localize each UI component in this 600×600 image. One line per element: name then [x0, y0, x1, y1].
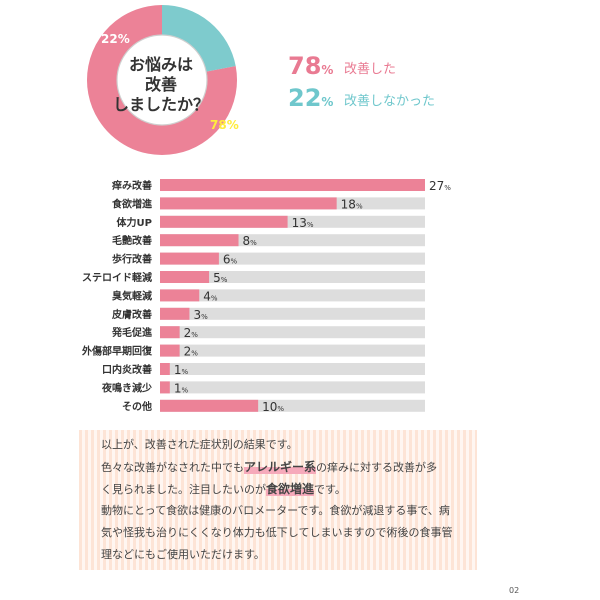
bar-track: [160, 381, 425, 394]
bar-category-label: その他: [122, 400, 152, 413]
bar-category-label: 痒み改善: [112, 179, 152, 192]
bar-track: [160, 307, 425, 320]
bar-category-label: 口内炎改善: [102, 363, 152, 376]
bar-category-label: 臭気軽減: [112, 289, 152, 302]
bar-track: [160, 326, 425, 339]
donut-svg: [87, 5, 237, 155]
bar: [160, 307, 190, 320]
bar: [160, 344, 180, 357]
legend-not-improved-unit: %: [321, 95, 334, 109]
bar-category-label: ステロイド軽減: [82, 271, 152, 284]
bar-category-label: 歩行改善: [112, 253, 152, 266]
note-line-6: 理などにもご使用いただけます。: [101, 548, 265, 561]
bar-category-label: 体力UP: [117, 216, 152, 229]
bar-category-label: 毛艶改善: [112, 234, 152, 247]
bar: [160, 252, 219, 265]
note-line-5: 気や怪我も治りにくくなり体力も低下してしまいますので術後の食事管: [101, 526, 453, 539]
bar-chart: 痒み改善 27%食欲増進 18%体力UP 13%毛艶改善 8%歩行改善 6%ステロイド軽減…: [81, 179, 451, 414]
donut-slice-1: [87, 5, 237, 155]
bar: [160, 234, 239, 247]
note-line-2: 色々な改善がなされた中でもアレルギー系の痒みに対する改善が多: [101, 460, 438, 474]
bar: [160, 363, 170, 375]
donut-title: お悩みは 改善 しましたか？: [112, 55, 209, 114]
bar-track: [160, 289, 425, 302]
bar: [160, 179, 425, 191]
legend-not-improved-label: 改善しなかった: [344, 94, 436, 109]
legend-improved-value: 78: [288, 52, 322, 80]
donut-center: [116, 34, 208, 126]
note-line-4: 動物にとって食欲は健康のバロメーターです。食欲が減退する事で、病: [101, 504, 450, 517]
highlight-appetite: 食欲増進: [266, 482, 315, 496]
legend-not-improved-value: 22: [288, 84, 322, 112]
bar: [160, 381, 170, 394]
bar-track: [160, 252, 425, 265]
legend-not-improved: 22% 改善しなかった: [288, 84, 488, 112]
donut-label-improved: 78%: [210, 118, 239, 132]
page-number: 02: [509, 586, 520, 595]
bar-track: [160, 363, 425, 375]
legend-improved: 78% 改善した: [288, 52, 488, 80]
donut-label-not-improved: 22%: [101, 32, 130, 46]
bar: [160, 326, 180, 339]
note-line-3: く見られました。注目したいのが食欲増進です。: [101, 482, 346, 496]
bar: [160, 215, 288, 228]
bar: [160, 399, 259, 412]
bar-track: [160, 271, 425, 283]
bar-category-label: 外傷部早期回復: [81, 345, 153, 358]
bar-category-label: 食欲増進: [111, 197, 153, 210]
bar-category-label: 夜鳴き減少: [101, 381, 152, 394]
legend-improved-unit: %: [321, 63, 334, 77]
bar-category-label: 発毛促進: [111, 326, 153, 339]
bar-value-label: 27%: [429, 179, 451, 193]
bar: [160, 271, 210, 283]
note-box: 以上が、改善された症状別の結果です。 色々な改善がなされた中でもアレルギー系の痒…: [79, 430, 477, 570]
donut-chart: お悩みは 改善 しましたか？ 78% 22%: [0, 0, 290, 170]
bar: [160, 289, 200, 302]
highlight-allergy: アレルギー系: [244, 460, 317, 474]
legend-improved-label: 改善した: [344, 62, 397, 77]
note-line-1: 以上が、改善された症状別の結果です。: [101, 438, 298, 451]
bar-category-label: 皮膚改善: [111, 308, 152, 321]
bar: [160, 197, 337, 210]
bar-track: [160, 344, 425, 357]
